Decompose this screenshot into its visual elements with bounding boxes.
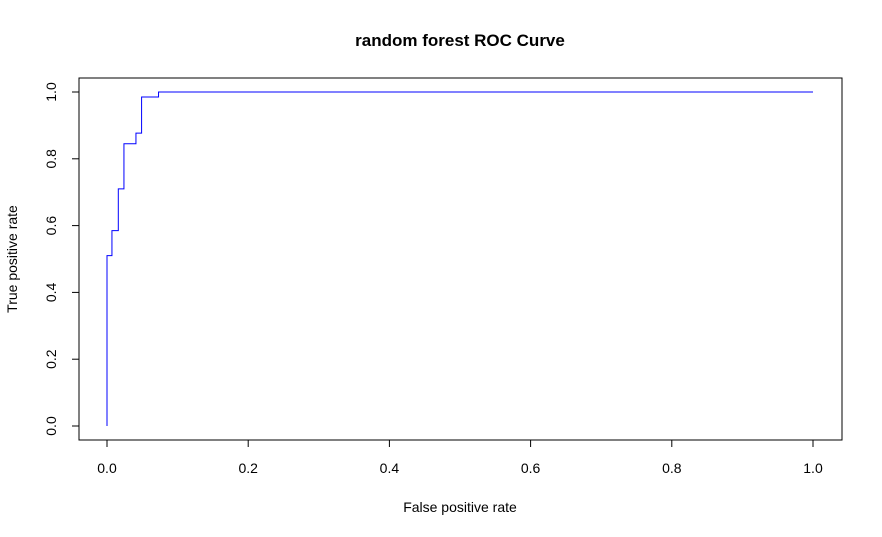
roc-curve-line: [106, 91, 813, 426]
x-tick-label: 0.4: [380, 460, 400, 476]
x-tick-label: 0.0: [97, 460, 117, 476]
x-axis: 0.0 0.2 0.4 0.6 0.8 1.0: [97, 439, 823, 476]
y-axis-label: True positive rate: [4, 205, 20, 313]
x-tick-label: 0.6: [521, 460, 541, 476]
x-axis-label: False positive rate: [403, 499, 517, 515]
y-tick-label: 0.8: [43, 149, 59, 169]
chart-title: random forest ROC Curve: [355, 31, 565, 50]
x-tick-label: 0.2: [238, 460, 258, 476]
plot-frame: [78, 77, 843, 441]
x-tick-label: 0.8: [662, 460, 682, 476]
y-tick-label: 0.2: [43, 349, 59, 369]
y-tick-label: 0.0: [43, 416, 59, 436]
series-layer: [106, 91, 813, 426]
y-tick-label: 0.4: [43, 282, 59, 302]
y-tick-label: 0.6: [43, 216, 59, 236]
x-tick-label: 1.0: [803, 460, 823, 476]
y-axis: 0.0 0.2 0.4 0.6 0.8 1.0: [43, 82, 80, 436]
y-tick-label: 1.0: [43, 82, 59, 102]
